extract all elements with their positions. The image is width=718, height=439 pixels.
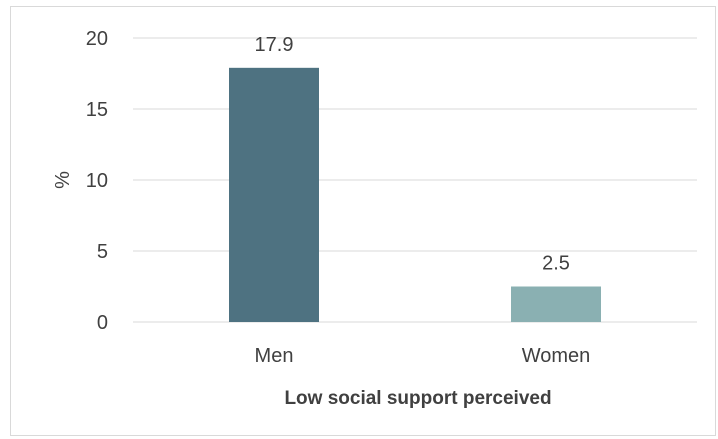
y-tick-label: 10 <box>86 170 108 192</box>
bars <box>229 67 601 322</box>
y-axis-title: % <box>52 171 74 189</box>
x-axis-title: Low social support perceived <box>284 388 551 409</box>
bar-men <box>229 67 319 322</box>
y-axis-ticks: 0 5 10 15 20 <box>86 28 108 334</box>
y-tick-label: 15 <box>86 99 108 121</box>
category-label-women: Women <box>522 345 591 367</box>
data-label-women: 2.5 <box>542 253 570 275</box>
y-tick-label: 20 <box>86 28 108 50</box>
category-label-men: Men <box>255 345 294 367</box>
data-labels: 17.9 2.5 <box>255 34 570 275</box>
data-label-men: 17.9 <box>255 34 294 56</box>
y-tick-label: 0 <box>97 312 108 334</box>
gridlines <box>133 37 697 323</box>
y-tick-label: 5 <box>97 241 108 263</box>
x-axis-categories: Men Women <box>255 345 591 367</box>
bar-women <box>511 286 601 322</box>
chart-frame <box>10 6 716 436</box>
